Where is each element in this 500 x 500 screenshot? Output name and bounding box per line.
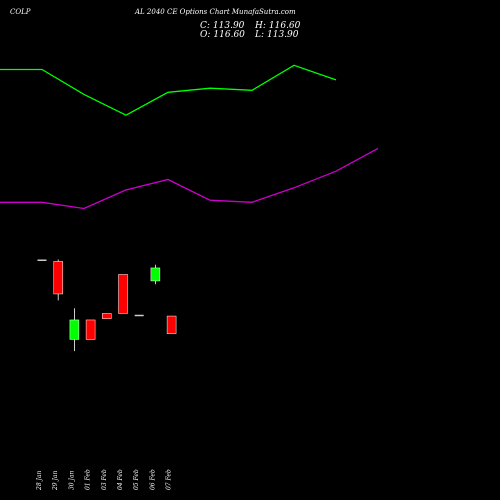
low-value: 113.90: [267, 30, 299, 40]
x-tick-label: 01 Feb: [85, 469, 92, 490]
candle-body: [166, 315, 177, 334]
close-value: 113.90: [212, 21, 245, 31]
x-tick-label: 29 Jan: [52, 470, 59, 491]
open-value: 116.60: [213, 30, 245, 40]
open-readout: O: 116.60: [200, 30, 245, 40]
x-tick-label: 28 Jan: [36, 470, 43, 491]
candle-body: [150, 267, 161, 282]
high-value: 116.60: [268, 21, 301, 31]
high-label: H:: [255, 21, 266, 31]
low-readout: L: 113.90: [255, 30, 299, 40]
candle-body: [53, 261, 63, 295]
x-tick-label: 05 Feb: [133, 469, 140, 490]
lower-band-line: [0, 147, 379, 210]
x-tick-label: 04 Feb: [117, 469, 124, 490]
chart-title: AL 2040 CE Options Chart MunafaSutra.com: [135, 8, 296, 16]
x-tick-label: 30 Jan: [68, 470, 75, 490]
upper-band-line: [0, 64, 337, 116]
candle-body: [69, 319, 80, 340]
x-tick-label: 06 Feb: [149, 469, 156, 490]
x-tick-label: 03 Feb: [101, 469, 108, 490]
candle-body: [102, 313, 112, 319]
close-label: C:: [200, 21, 210, 31]
candle-body: [85, 319, 96, 340]
candle-body: [134, 314, 144, 317]
high-readout: H: 116.60: [255, 21, 300, 31]
x-tick-label: 07 Feb: [166, 469, 173, 490]
open-label: O:: [200, 30, 211, 40]
candle-body: [118, 274, 128, 314]
candle-body: [37, 259, 47, 261]
low-label: L:: [255, 30, 265, 40]
chart-symbol: COLP: [10, 8, 31, 16]
close-readout: C: 113.90: [200, 21, 244, 31]
